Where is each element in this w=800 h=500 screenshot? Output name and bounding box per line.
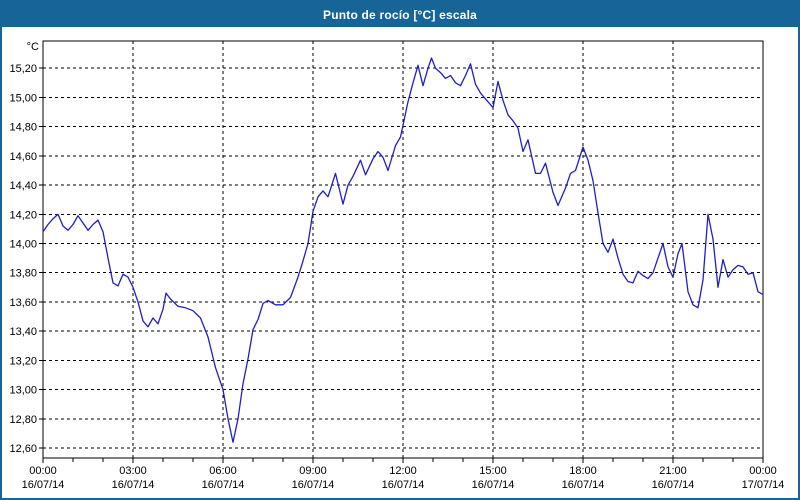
y-tick-label: 13,80 (9, 268, 37, 280)
x-tick-date-label: 16/07/14 (292, 479, 335, 491)
y-tick-label: 13,00 (9, 385, 37, 397)
gridlines (43, 41, 763, 458)
x-tick-time-label: 12:00 (389, 465, 417, 477)
x-tick-date-label: 16/07/14 (562, 479, 605, 491)
title-bar: Punto de rocío [°C] escala (2, 2, 798, 27)
x-tick-time-label: 18:00 (569, 465, 597, 477)
x-tick-time-label: 00:00 (29, 465, 57, 477)
x-tick-time-label: 21:00 (659, 465, 687, 477)
plot-background (2, 27, 798, 498)
axis-ticks (39, 67, 764, 463)
dewpoint-series-line (42, 57, 764, 443)
y-tick-label: 14,00 (9, 238, 37, 250)
x-tick-time-label: 15:00 (479, 465, 507, 477)
y-tick-label: 12,80 (9, 414, 37, 426)
x-tick-date-label: 16/07/14 (202, 479, 245, 491)
axis-labels: 12,60 12,80 13,00 13,20 13,40 13,60 13,80 14,00… (9, 41, 784, 491)
y-tick-label: 14,60 (9, 151, 37, 163)
x-tick-time-label: 06:00 (209, 465, 237, 477)
y-tick-label: 14,20 (9, 209, 37, 221)
plot-frame (42, 40, 764, 459)
dewpoint-line-chart: 12,60 12,80 13,00 13,20 13,40 13,60 13,80 14,00… (2, 27, 798, 498)
y-tick-label: 13,40 (9, 326, 37, 338)
x-tick-date-label: 16/07/14 (652, 479, 695, 491)
x-tick-date-label: 16/07/14 (382, 479, 425, 491)
y-tick-label: 15,00 (9, 92, 37, 104)
y-tick-label: 14,80 (9, 122, 37, 134)
x-tick-date-label: 16/07/14 (112, 479, 155, 491)
y-tick-label: 12,60 (9, 443, 37, 455)
y-axis-unit: °C (27, 41, 39, 53)
x-tick-time-label: 03:00 (119, 465, 147, 477)
y-tick-label: 15,20 (9, 63, 37, 75)
x-tick-time-label: 09:00 (299, 465, 327, 477)
y-tick-label: 14,40 (9, 180, 37, 192)
x-tick-time-label: 00:00 (749, 465, 777, 477)
chart-area: 12,60 12,80 13,00 13,20 13,40 13,60 13,80 14,00… (2, 27, 798, 498)
y-tick-label: 13,60 (9, 297, 37, 309)
x-tick-date-label: 17/07/14 (742, 479, 785, 491)
x-tick-date-label: 16/07/14 (472, 479, 515, 491)
window-title: Punto de rocío [°C] escala (322, 7, 478, 22)
x-tick-date-label: 16/07/14 (22, 479, 65, 491)
y-tick-label: 13,20 (9, 355, 37, 367)
